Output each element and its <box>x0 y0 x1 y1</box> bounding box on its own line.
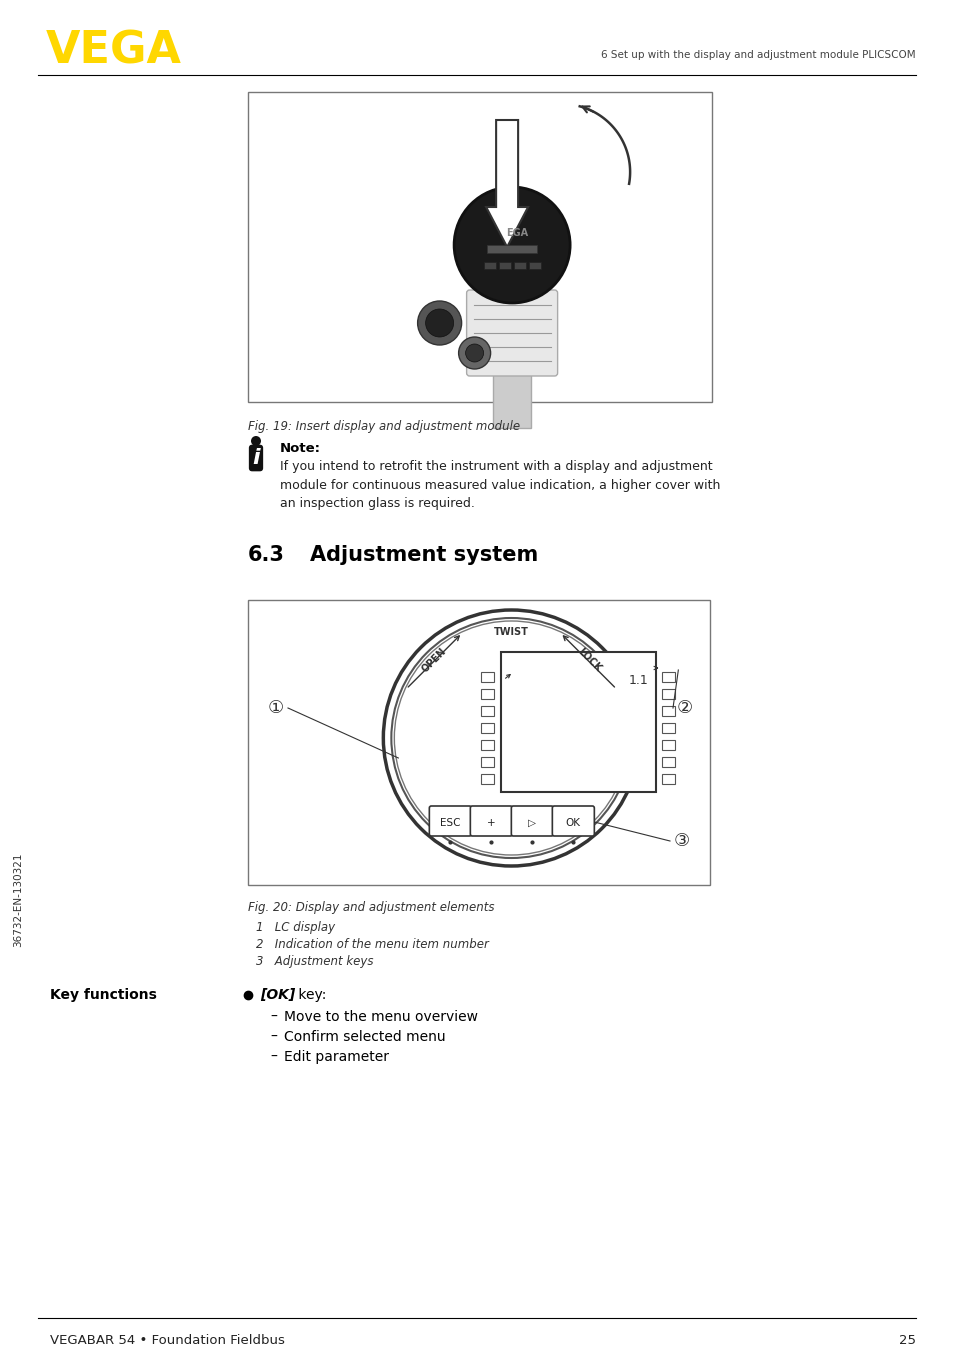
Bar <box>487 245 537 253</box>
Circle shape <box>465 344 483 362</box>
Bar <box>481 741 494 750</box>
Text: ESC: ESC <box>439 818 460 829</box>
Text: 2   Indication of the menu item number: 2 Indication of the menu item number <box>255 938 488 951</box>
Bar <box>661 689 675 699</box>
Bar <box>661 723 675 733</box>
Text: ③: ③ <box>673 831 689 850</box>
Text: TWIST: TWIST <box>494 627 528 636</box>
Text: LOCK: LOCK <box>575 646 602 674</box>
Bar <box>481 757 494 766</box>
Text: VEGA: VEGA <box>46 30 182 73</box>
Text: Move to the menu overview: Move to the menu overview <box>284 1010 477 1024</box>
Bar <box>661 672 675 682</box>
Circle shape <box>425 309 453 337</box>
Bar <box>248 92 711 402</box>
Bar <box>501 653 656 792</box>
Text: 6 Set up with the display and adjustment module PLICSCOM: 6 Set up with the display and adjustment… <box>600 50 915 60</box>
Bar <box>481 672 494 682</box>
Text: i: i <box>252 448 259 468</box>
Circle shape <box>458 337 490 370</box>
Circle shape <box>383 611 639 867</box>
Text: Adjustment system: Adjustment system <box>310 546 537 565</box>
Text: Key functions: Key functions <box>50 988 156 1002</box>
Text: OK: OK <box>565 818 580 829</box>
Text: key:: key: <box>294 988 326 1002</box>
Bar <box>481 705 494 716</box>
Bar <box>661 741 675 750</box>
Text: [OK]: [OK] <box>260 988 294 1002</box>
Circle shape <box>251 436 261 445</box>
Bar <box>661 774 675 784</box>
Text: ▷: ▷ <box>528 818 536 829</box>
Text: Fig. 20: Display and adjustment elements: Fig. 20: Display and adjustment elements <box>248 900 494 914</box>
FancyBboxPatch shape <box>470 806 512 835</box>
Bar <box>248 600 709 886</box>
Polygon shape <box>486 121 528 246</box>
Bar <box>481 774 494 784</box>
Text: 1   LC display: 1 LC display <box>255 921 335 934</box>
Text: 1.1: 1.1 <box>628 674 648 686</box>
Circle shape <box>391 617 631 858</box>
Text: –: – <box>270 1010 276 1024</box>
Bar <box>493 368 531 428</box>
Text: EGA: EGA <box>505 227 528 238</box>
Text: OPEN: OPEN <box>419 646 447 674</box>
Text: Confirm selected menu: Confirm selected menu <box>284 1030 445 1044</box>
Text: +: + <box>487 818 496 829</box>
Text: If you intend to retrofit the instrument with a display and adjustment
module fo: If you intend to retrofit the instrument… <box>280 460 720 510</box>
FancyBboxPatch shape <box>511 806 553 835</box>
Bar <box>481 723 494 733</box>
Circle shape <box>454 187 570 303</box>
FancyBboxPatch shape <box>552 806 594 835</box>
Text: 6.3: 6.3 <box>248 546 285 565</box>
Bar <box>514 263 525 269</box>
FancyBboxPatch shape <box>429 806 471 835</box>
Text: –: – <box>270 1030 276 1044</box>
Circle shape <box>394 621 628 854</box>
Bar <box>483 263 496 269</box>
Bar <box>498 263 511 269</box>
Bar <box>529 263 540 269</box>
Text: ②: ② <box>677 699 692 718</box>
Text: VEGABAR 54 • Foundation Fieldbus: VEGABAR 54 • Foundation Fieldbus <box>50 1334 285 1347</box>
Text: Edit parameter: Edit parameter <box>284 1049 389 1064</box>
Text: 3   Adjustment keys: 3 Adjustment keys <box>255 955 374 968</box>
Text: Fig. 19: Insert display and adjustment module: Fig. 19: Insert display and adjustment m… <box>248 420 519 433</box>
Text: ①: ① <box>268 699 284 718</box>
Text: 25: 25 <box>898 1334 915 1347</box>
Bar <box>481 689 494 699</box>
Bar <box>661 705 675 716</box>
Text: Note:: Note: <box>280 441 320 455</box>
Circle shape <box>417 301 461 345</box>
Bar <box>661 757 675 766</box>
FancyBboxPatch shape <box>466 290 558 376</box>
Text: 36732-EN-130321: 36732-EN-130321 <box>13 853 23 948</box>
Text: –: – <box>270 1049 276 1064</box>
